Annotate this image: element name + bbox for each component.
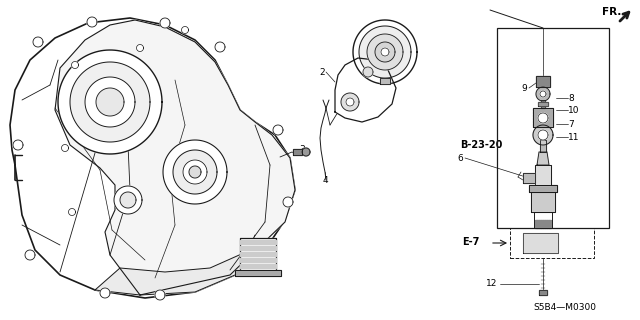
Polygon shape <box>293 149 302 155</box>
Polygon shape <box>353 20 417 84</box>
Polygon shape <box>85 77 135 127</box>
Text: 1: 1 <box>375 28 381 36</box>
Text: 7: 7 <box>568 119 573 129</box>
Polygon shape <box>363 67 373 77</box>
Polygon shape <box>240 264 276 268</box>
Polygon shape <box>70 62 150 142</box>
Polygon shape <box>96 88 124 116</box>
Polygon shape <box>367 34 403 70</box>
Polygon shape <box>549 220 551 228</box>
Polygon shape <box>72 61 79 68</box>
Polygon shape <box>543 220 545 228</box>
Text: E-7: E-7 <box>462 237 479 247</box>
Polygon shape <box>173 150 217 194</box>
Polygon shape <box>529 185 557 192</box>
Polygon shape <box>283 197 293 207</box>
Polygon shape <box>163 140 227 204</box>
Polygon shape <box>359 26 411 78</box>
Text: 4: 4 <box>322 175 328 185</box>
Polygon shape <box>346 98 354 106</box>
Polygon shape <box>335 58 396 122</box>
Text: 9: 9 <box>521 84 527 92</box>
Polygon shape <box>120 192 136 208</box>
Polygon shape <box>155 290 165 300</box>
Polygon shape <box>535 165 551 185</box>
Polygon shape <box>95 248 265 295</box>
Polygon shape <box>545 220 547 228</box>
Polygon shape <box>58 50 162 154</box>
Polygon shape <box>523 233 558 253</box>
Bar <box>510 228 594 258</box>
Text: 5: 5 <box>268 243 274 252</box>
Polygon shape <box>33 37 43 47</box>
Polygon shape <box>536 87 550 101</box>
Polygon shape <box>381 48 389 56</box>
Polygon shape <box>160 18 170 28</box>
Polygon shape <box>215 42 225 52</box>
Polygon shape <box>541 100 545 108</box>
Polygon shape <box>537 152 549 165</box>
Polygon shape <box>547 220 549 228</box>
Polygon shape <box>538 130 548 140</box>
Polygon shape <box>182 27 189 34</box>
Text: 6: 6 <box>457 154 463 163</box>
Text: 2: 2 <box>319 68 325 76</box>
Polygon shape <box>240 240 276 244</box>
Polygon shape <box>136 44 143 52</box>
Text: FR.: FR. <box>602 7 621 17</box>
Bar <box>497 28 609 228</box>
Polygon shape <box>539 290 547 295</box>
Polygon shape <box>538 113 548 123</box>
Polygon shape <box>240 258 276 262</box>
Polygon shape <box>240 246 276 250</box>
Polygon shape <box>541 220 543 228</box>
Polygon shape <box>536 76 550 87</box>
Polygon shape <box>523 173 535 183</box>
Polygon shape <box>535 220 537 228</box>
Polygon shape <box>531 192 555 212</box>
Polygon shape <box>25 250 35 260</box>
Polygon shape <box>240 238 276 272</box>
Polygon shape <box>68 209 76 215</box>
Polygon shape <box>341 93 359 111</box>
Text: B-23-20: B-23-20 <box>460 140 502 150</box>
Polygon shape <box>380 78 390 84</box>
Polygon shape <box>540 91 546 97</box>
Polygon shape <box>10 18 295 298</box>
Polygon shape <box>273 125 283 135</box>
Polygon shape <box>375 42 395 62</box>
Text: 8: 8 <box>568 93 573 102</box>
Polygon shape <box>183 160 207 184</box>
Polygon shape <box>13 140 23 150</box>
Polygon shape <box>533 125 553 145</box>
Polygon shape <box>302 148 310 156</box>
Text: 12: 12 <box>486 279 498 289</box>
Text: 10: 10 <box>568 106 579 115</box>
Polygon shape <box>189 166 201 178</box>
Polygon shape <box>240 252 276 256</box>
Polygon shape <box>61 145 68 151</box>
Polygon shape <box>100 288 110 298</box>
Text: 11: 11 <box>568 132 579 141</box>
Polygon shape <box>537 220 539 228</box>
Polygon shape <box>55 20 295 295</box>
Polygon shape <box>533 108 553 127</box>
Polygon shape <box>87 17 97 27</box>
Polygon shape <box>538 102 548 106</box>
Polygon shape <box>245 263 255 273</box>
Text: 3: 3 <box>299 145 305 154</box>
Polygon shape <box>539 220 541 228</box>
Polygon shape <box>540 140 546 152</box>
Text: S5B4—M0300: S5B4—M0300 <box>534 303 596 313</box>
Polygon shape <box>114 186 142 214</box>
Polygon shape <box>235 270 281 276</box>
